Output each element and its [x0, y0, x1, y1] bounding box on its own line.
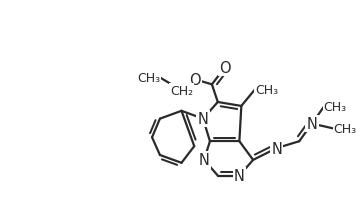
Text: CH₃: CH₃	[255, 83, 278, 96]
Text: N: N	[271, 141, 282, 156]
Text: O: O	[189, 73, 201, 88]
Text: CH₃: CH₃	[137, 72, 160, 84]
Text: N: N	[234, 168, 245, 183]
Text: N: N	[199, 153, 210, 167]
Text: CH₃: CH₃	[334, 122, 357, 135]
Text: N: N	[306, 116, 318, 131]
Text: CH₃: CH₃	[324, 101, 347, 114]
Text: CH₂: CH₂	[170, 84, 193, 97]
Text: O: O	[219, 61, 230, 76]
Text: N: N	[198, 112, 208, 126]
